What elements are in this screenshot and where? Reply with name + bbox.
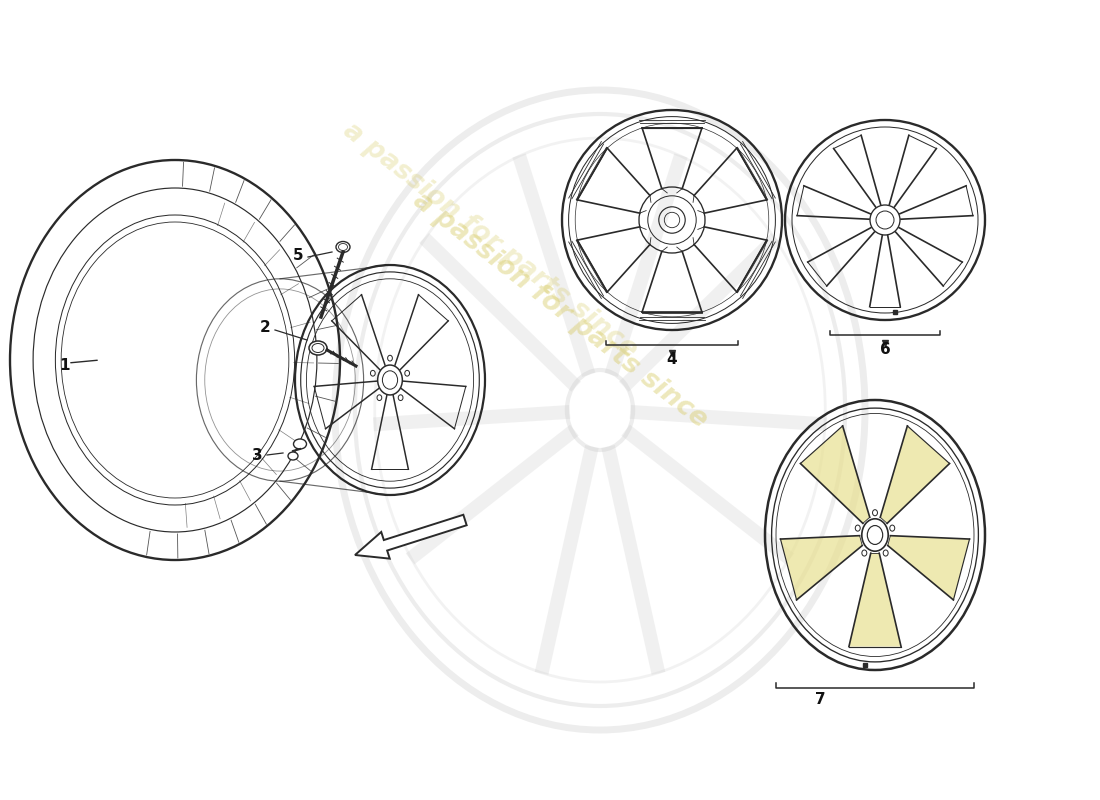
Polygon shape [355, 514, 466, 558]
Polygon shape [801, 426, 870, 523]
Ellipse shape [288, 452, 298, 460]
Ellipse shape [309, 341, 327, 355]
Polygon shape [781, 536, 862, 600]
Text: 7: 7 [815, 693, 825, 707]
Ellipse shape [336, 242, 350, 253]
Polygon shape [849, 553, 901, 646]
Text: 3: 3 [252, 447, 262, 462]
Text: 6: 6 [880, 342, 890, 358]
Polygon shape [880, 426, 949, 523]
Text: 4: 4 [667, 353, 678, 367]
Text: 1: 1 [59, 358, 70, 373]
Text: 5: 5 [293, 247, 304, 262]
Text: a passion for parts since: a passion for parts since [408, 187, 712, 433]
Text: 2: 2 [260, 321, 271, 335]
Text: a passion for parts since: a passion for parts since [338, 117, 642, 363]
Ellipse shape [294, 439, 307, 449]
Polygon shape [888, 536, 969, 600]
